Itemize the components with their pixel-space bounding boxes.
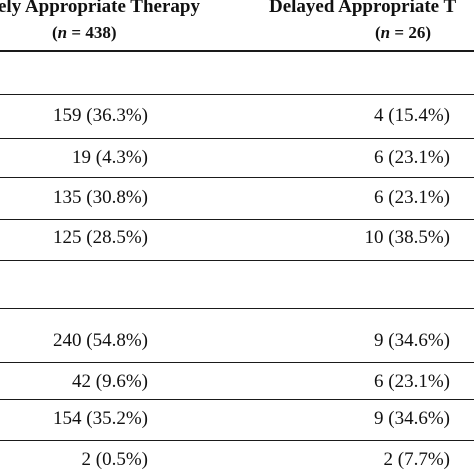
table-cell: 125 (28.5%)	[53, 227, 148, 248]
table-cell: 159 (36.3%)	[53, 105, 148, 126]
col1-header-title: ely Appropriate Therapy	[0, 0, 200, 17]
table-cell: 4 (15.4%)	[374, 105, 450, 126]
table-cell: 154 (35.2%)	[53, 408, 148, 429]
col1-n-value: (n = 438)	[52, 23, 117, 42]
table-cell: 135 (30.8%)	[53, 187, 148, 208]
table-cell: 240 (54.8%)	[53, 330, 148, 351]
row-rule	[0, 177, 474, 178]
row-rule	[0, 138, 474, 139]
row-rule	[0, 260, 474, 261]
table-cell: 6 (23.1%)	[374, 371, 450, 392]
col2-n-value: (n = 26)	[375, 23, 431, 42]
row-rule	[0, 440, 474, 441]
col1-header-n: (n = 438)	[52, 22, 117, 44]
row-rule	[0, 362, 474, 363]
table-cell: 2 (7.7%)	[383, 449, 450, 470]
table-cell: 2 (0.5%)	[81, 449, 148, 470]
table-cell: 6 (23.1%)	[374, 147, 450, 168]
col2-header-n: (n = 26)	[375, 22, 431, 44]
table-cell: 19 (4.3%)	[72, 147, 148, 168]
table-cell: 9 (34.6%)	[374, 330, 450, 351]
row-rule	[0, 219, 474, 220]
group1-rule	[0, 94, 474, 95]
table-cell: 42 (9.6%)	[72, 371, 148, 392]
row-rule	[0, 399, 474, 400]
header-rule	[0, 50, 474, 52]
table-cell: 9 (34.6%)	[374, 408, 450, 429]
group2-rule	[0, 308, 474, 309]
col2-header-title: Delayed Appropriate T	[269, 0, 457, 17]
table-cell: 10 (38.5%)	[364, 227, 450, 248]
table-cell: 6 (23.1%)	[374, 187, 450, 208]
